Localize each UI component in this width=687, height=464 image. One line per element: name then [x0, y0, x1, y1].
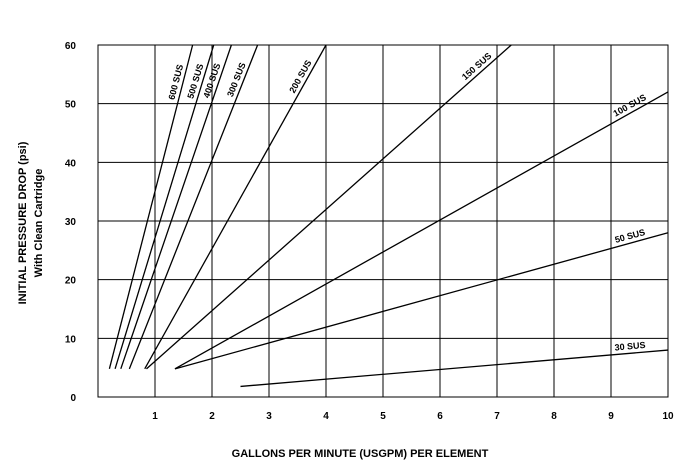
y-tick-label: 10: [65, 334, 77, 345]
x-axis-label: GALLONS PER MINUTE (USGPM) PER ELEMENT: [232, 448, 489, 460]
series-label: 200 SUS: [287, 58, 313, 94]
y-tick-label: 20: [65, 276, 77, 287]
series-label: 150 SUS: [460, 51, 494, 82]
series-label: 600 SUS: [167, 63, 186, 100]
series-line-3: [128, 44, 259, 370]
x-tick-label: 1: [152, 411, 158, 422]
series-line-0: [108, 44, 194, 370]
y-tick-label: 40: [65, 158, 77, 169]
series-line-4: [144, 44, 327, 370]
y-axis-label: INITIAL PRESSURE DROP (psi) With Clean C…: [17, 141, 45, 304]
series-line-2: [120, 44, 232, 370]
y-tick-labels: 0 10 20 30 40 50 60: [65, 41, 77, 404]
series-label: 30 SUS: [614, 340, 646, 353]
x-tick-label: 4: [323, 411, 329, 422]
y-tick-label: 60: [65, 41, 77, 52]
grid: [97, 44, 669, 398]
x-tick-label: 9: [608, 411, 614, 422]
series-lines: [108, 44, 669, 388]
series-line-7: [174, 232, 669, 370]
series-line-6: [174, 91, 669, 370]
y-tick-label: 50: [65, 100, 77, 111]
series-label: 50 SUS: [614, 227, 647, 245]
x-tick-labels: 1 2 3 4 5 6 7 8 9 10: [152, 411, 674, 422]
x-tick-label: 10: [662, 411, 674, 422]
x-tick-label: 3: [266, 411, 272, 422]
x-tick-label: 2: [209, 411, 215, 422]
series-line-8: [240, 349, 669, 388]
x-tick-label: 7: [494, 411, 500, 422]
x-tick-label: 6: [437, 411, 443, 422]
y-axis-label-line-1: INITIAL PRESSURE DROP (psi): [17, 141, 29, 304]
series-line-5: [146, 44, 512, 370]
x-tick-label: 8: [551, 411, 557, 422]
y-tick-label: 30: [65, 217, 77, 228]
y-axis-label-line-2: With Clean Cartridge: [33, 169, 45, 278]
x-tick-label: 5: [380, 411, 386, 422]
series-label: 100 SUS: [612, 92, 648, 118]
y-tick-label: 0: [70, 393, 76, 404]
series-line-1: [114, 44, 215, 370]
